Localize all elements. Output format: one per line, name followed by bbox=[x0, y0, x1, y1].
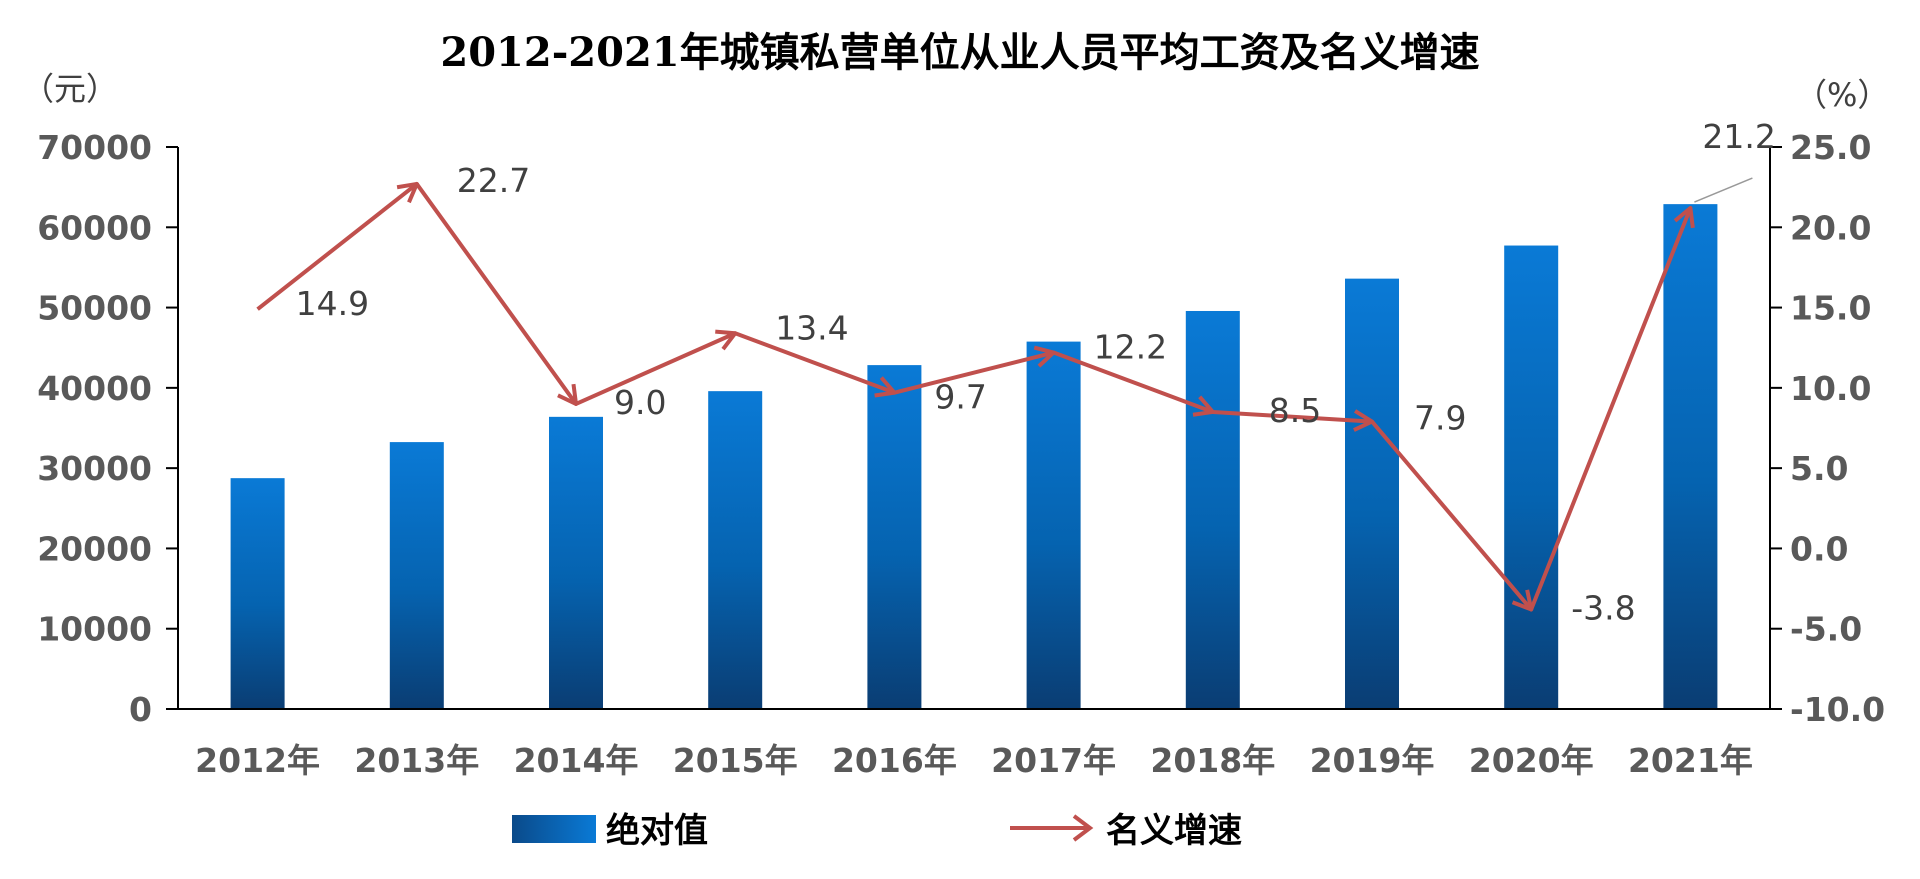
bar bbox=[1185, 310, 1240, 709]
line-data-label: 9.0 bbox=[614, 383, 666, 422]
line-arrow-marker bbox=[396, 181, 419, 204]
x-tick-label: 2017年 bbox=[991, 741, 1116, 780]
bar bbox=[708, 391, 763, 709]
line-arrow-marker bbox=[715, 329, 738, 351]
right-tick-label: -5.0 bbox=[1790, 610, 1862, 649]
x-tick-label: 2019年 bbox=[1310, 741, 1435, 780]
x-tick-label: 2012年 bbox=[195, 741, 320, 780]
x-tick-label: 2020年 bbox=[1469, 741, 1594, 780]
line-arrow-marker bbox=[1192, 395, 1215, 417]
line-arrow-marker bbox=[1033, 345, 1056, 368]
legend-line-marker bbox=[1072, 814, 1094, 842]
legend: 绝对值 名义增速 bbox=[512, 811, 1242, 851]
bar bbox=[230, 478, 285, 709]
right-tick-label: 25.0 bbox=[1790, 128, 1871, 167]
legend-line-label: 名义增速 bbox=[1106, 811, 1242, 851]
left-tick-label: 10000 bbox=[37, 610, 152, 649]
right-tick-label: -10.0 bbox=[1790, 690, 1885, 729]
line-arrow-marker bbox=[874, 376, 897, 398]
line-data-label: -3.8 bbox=[1571, 588, 1635, 627]
line-arrow-marker bbox=[1511, 589, 1534, 612]
right-axis-ticks: -10.0 -5.0 0.0 5.0 10.0 15.0 20.0 25.0 bbox=[1770, 128, 1885, 729]
bar-series bbox=[230, 204, 1718, 709]
bar bbox=[1345, 278, 1399, 709]
axes bbox=[177, 147, 1771, 710]
left-tick-label: 50000 bbox=[37, 289, 152, 328]
legend-bar-label: 绝对值 bbox=[606, 811, 708, 851]
line-data-label: 8.5 bbox=[1269, 391, 1321, 430]
line-data-label: 12.2 bbox=[1094, 328, 1167, 367]
bar bbox=[1504, 245, 1559, 709]
chart-title: 2012-2021年城镇私营单位从业人员平均工资及名义增速 bbox=[440, 29, 1479, 76]
left-tick-label: 70000 bbox=[37, 128, 152, 167]
line-series bbox=[256, 181, 1695, 612]
line-data-label: 21.2 bbox=[1702, 117, 1775, 156]
left-tick-label: 60000 bbox=[37, 208, 152, 247]
x-tick-label: 2021年 bbox=[1628, 741, 1753, 780]
legend-bar-swatch bbox=[512, 815, 596, 843]
growth-line bbox=[256, 181, 1693, 612]
left-tick-label: 30000 bbox=[37, 449, 152, 488]
right-tick-label: 0.0 bbox=[1790, 529, 1848, 568]
right-tick-label: 10.0 bbox=[1790, 369, 1871, 408]
left-axis-ticks: 0 10000 20000 30000 40000 50000 60000 70000 bbox=[37, 128, 178, 729]
line-data-label: 13.4 bbox=[775, 308, 848, 347]
leader-line bbox=[1694, 177, 1753, 203]
right-tick-label: 15.0 bbox=[1790, 289, 1871, 328]
left-axis-unit: （元） bbox=[22, 70, 118, 108]
x-tick-label: 2015年 bbox=[673, 741, 798, 780]
line-arrow-marker bbox=[1353, 409, 1374, 432]
bar bbox=[389, 442, 444, 709]
x-tick-label: 2014年 bbox=[514, 741, 639, 780]
x-tick-label: 2018年 bbox=[1150, 741, 1275, 780]
bar bbox=[867, 365, 922, 709]
bar bbox=[1026, 341, 1081, 709]
bar bbox=[549, 416, 603, 709]
line-data-label: 9.7 bbox=[934, 378, 986, 417]
x-tick-label: 2013年 bbox=[354, 741, 479, 780]
right-tick-label: 20.0 bbox=[1790, 208, 1871, 247]
x-tick-label: 2016年 bbox=[832, 741, 957, 780]
x-axis-ticks: 2012年 2013年 2014年 2015年 2016年 2017年 2018年 2019年… bbox=[195, 741, 1753, 780]
right-tick-label: 5.0 bbox=[1790, 449, 1848, 488]
left-tick-label: 40000 bbox=[37, 369, 152, 408]
line-data-label: 22.7 bbox=[457, 161, 530, 200]
line-data-label: 7.9 bbox=[1414, 399, 1466, 438]
line-data-labels: 14.9 22.7 9.0 13.4 9.7 12.2 8.5 7.9 -3.8 21.2 bbox=[296, 117, 1776, 627]
left-tick-label: 0 bbox=[129, 690, 152, 729]
bar bbox=[1663, 204, 1718, 709]
line-arrow-marker bbox=[557, 383, 578, 406]
left-tick-label: 20000 bbox=[37, 529, 152, 568]
right-axis-unit: （%） bbox=[1795, 76, 1889, 114]
line-data-label: 14.9 bbox=[296, 284, 369, 323]
line-arrow-marker bbox=[1673, 206, 1695, 229]
